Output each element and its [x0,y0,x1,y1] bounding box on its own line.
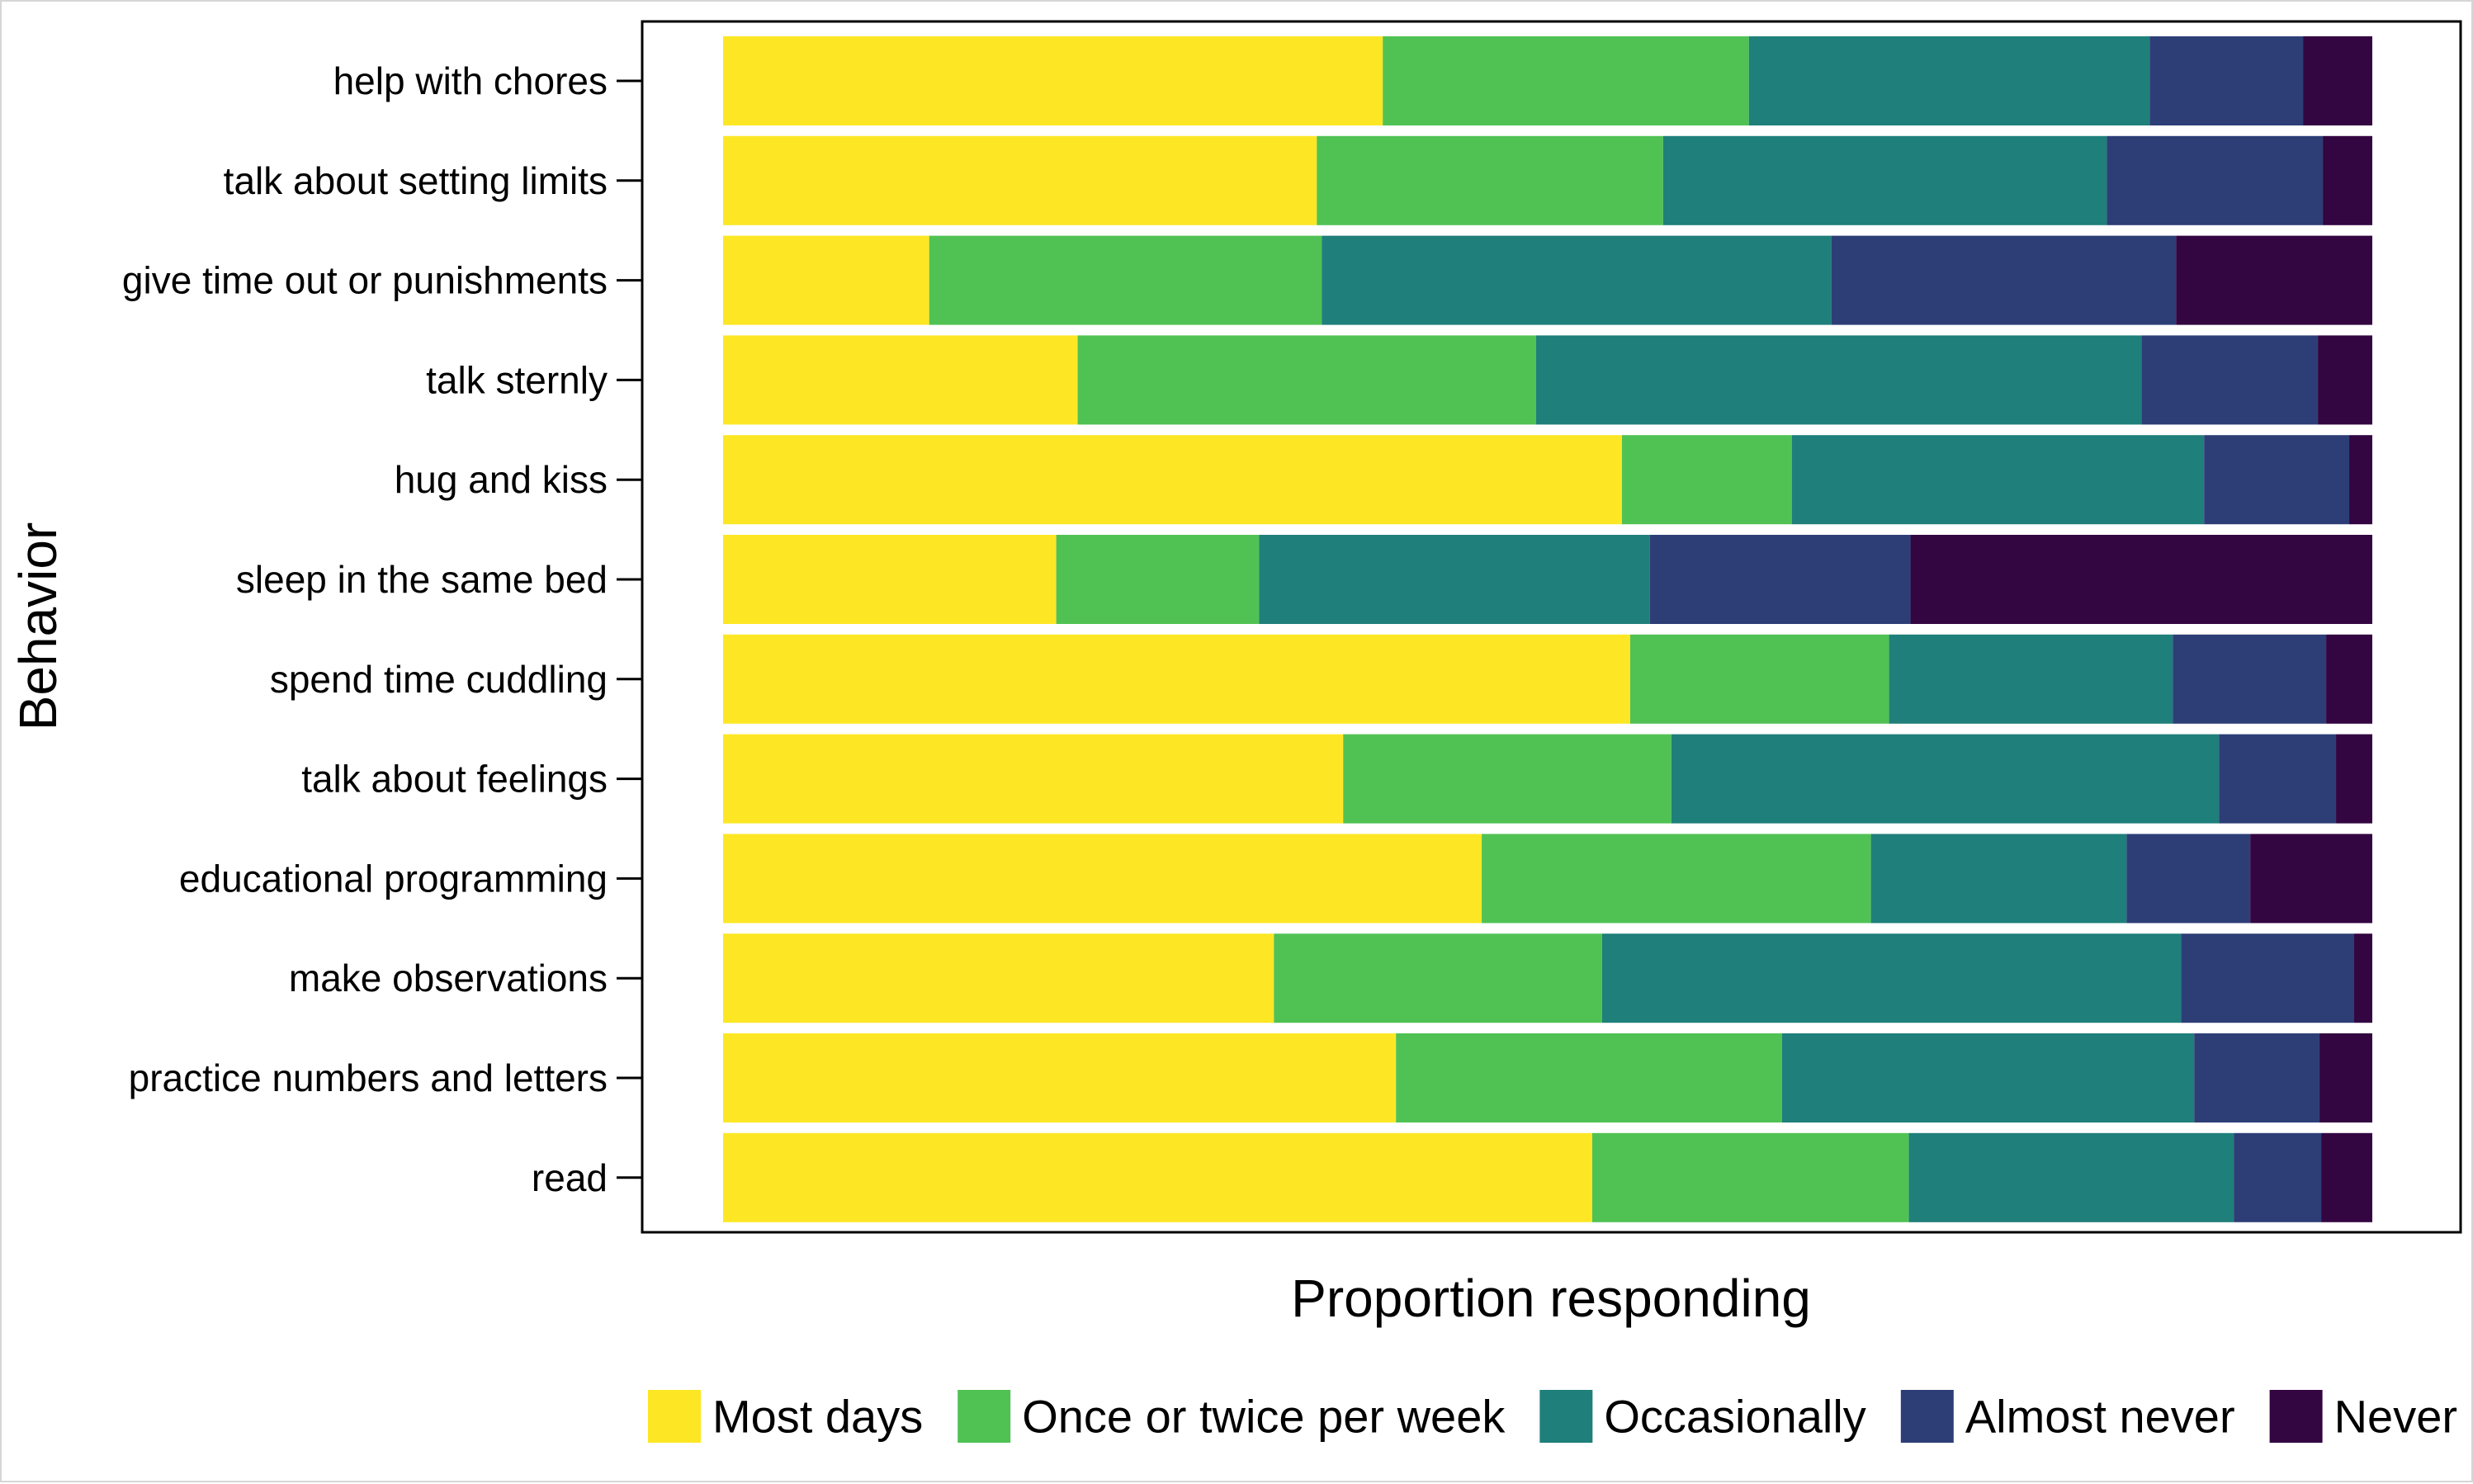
legend-swatch [1900,1390,1954,1443]
bar-segment [1343,734,1672,824]
bar-segment [1908,1132,2234,1222]
category-label: give time out or punishments [122,259,608,302]
category-label: read [532,1156,608,1199]
x-axis-title: Proportion responding [1291,1269,1811,1328]
bar-segment [1317,135,1663,225]
bar-segment [1601,933,2182,1023]
bar-segment [2141,335,2319,425]
bar-segment [2107,135,2324,225]
bar-segment [723,1033,1397,1122]
category-label: help with chores [333,59,608,102]
bar-segment [1536,335,2142,425]
bar-segment [2250,834,2372,924]
bar-segment [1396,1033,1782,1122]
bar-segment [929,235,1322,325]
bar-segment [2323,135,2372,225]
bar-segment [2149,36,2304,125]
legend-label: Never [2334,1391,2457,1443]
bar-segment [723,933,1274,1023]
category-label: make observations [289,957,608,1000]
bar-segment [1671,734,2220,824]
bar-segment [723,36,1383,125]
bar-segment [2326,634,2372,724]
bar-segment [1383,36,1749,125]
bar-segment [1889,634,2173,724]
bar-segment [2204,435,2350,525]
bar-segment [1621,435,1792,525]
bar-segment [2181,933,2355,1023]
bar-segment [1781,1033,2195,1122]
legend-swatch [2269,1390,2323,1443]
category-label: talk sternly [426,358,608,401]
legend: Most days Once or twice per week Occasiona… [648,1390,2457,1443]
bar-segment [1748,36,2150,125]
bar-segment [2234,1132,2322,1222]
bars-layer [723,36,2372,1222]
bar-segment [2318,335,2372,425]
category-label: spend time cuddling [270,658,608,701]
category-label: hug and kiss [395,458,608,501]
bar-segment [1629,634,1889,724]
bar-segment [723,535,1057,624]
bar-segment [1870,834,2127,924]
bar-segment [2321,1132,2372,1222]
bar-segment [2126,834,2251,924]
category-label: talk about setting limits [224,159,608,202]
bar-segment [1662,135,2107,225]
bar-segment [723,435,1622,525]
bar-segment [723,734,1344,824]
bar-segment [723,235,929,325]
legend-label: Occasionally [1604,1391,1865,1443]
legend-label: Almost never [1965,1391,2235,1443]
category-label: practice numbers and letters [129,1056,608,1099]
bar-segment [2303,36,2372,125]
bar-segment [1482,834,1871,924]
bar-segment [1077,335,1537,425]
legend-label: Once or twice per week [1022,1391,1506,1443]
bar-segment [2349,435,2372,525]
bar-segment [2319,1033,2372,1122]
legend-swatch [648,1390,701,1443]
y-axis-title: Behavior [8,522,68,731]
bar-segment [2194,1033,2320,1122]
bar-segment [1322,235,1832,325]
category-label: talk about feelings [301,758,608,801]
bar-segment [723,634,1630,724]
legend-swatch [1539,1390,1593,1443]
bar-segment [2336,734,2372,824]
bar-segment [723,135,1317,225]
bar-segment [2173,634,2327,724]
bar-segment [723,335,1078,425]
bar-segment [2354,933,2372,1023]
bar-segment [1056,535,1260,624]
bar-segment [1591,1132,1909,1222]
legend-label: Most days [712,1391,923,1443]
bar-segment [1649,535,1911,624]
bar-segment [2176,235,2372,325]
bar-segment [1274,933,1602,1023]
bar-segment [1791,435,2205,525]
category-label: sleep in the same bed [236,558,608,601]
bar-segment [1259,535,1650,624]
legend-swatch [958,1390,1011,1443]
bar-segment [1831,235,2177,325]
bar-segment [1910,535,2372,624]
bar-segment [723,1132,1592,1222]
category-label: educational programming [179,857,608,900]
y-axis: help with chores talk about setting limit… [122,59,642,1199]
bar-segment [723,834,1482,924]
bar-segment [2219,734,2337,824]
